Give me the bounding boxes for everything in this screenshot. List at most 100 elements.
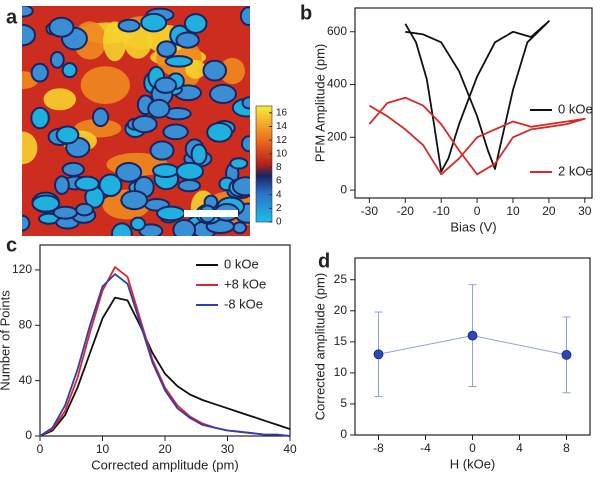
x-tick-label: 30 bbox=[221, 442, 235, 456]
domain bbox=[74, 175, 100, 192]
domain bbox=[22, 6, 34, 18]
panel-label: b bbox=[300, 2, 312, 24]
colorbar-tick-label: 8 bbox=[276, 162, 282, 173]
x-tick-label: 4 bbox=[516, 441, 523, 455]
point bbox=[561, 349, 572, 360]
x-tick-label: 10 bbox=[96, 442, 110, 456]
x-axis-title: Bias (V) bbox=[450, 219, 496, 234]
hot-patch bbox=[219, 57, 246, 85]
x-tick-label: 10 bbox=[506, 204, 520, 218]
domain bbox=[164, 55, 193, 68]
domain bbox=[232, 221, 248, 235]
y-tick-label: 40 bbox=[19, 373, 33, 387]
domain bbox=[183, 13, 208, 34]
domain bbox=[152, 163, 180, 179]
legend-label: 0 kOe bbox=[558, 101, 593, 116]
domain bbox=[115, 161, 143, 183]
y-tick-label: 5 bbox=[340, 396, 347, 410]
colorbar-tick-label: 0 bbox=[276, 217, 282, 228]
domain bbox=[190, 143, 208, 166]
colorbar-tick-label: 4 bbox=[276, 189, 282, 200]
legend-label: +8 kOe bbox=[224, 276, 266, 291]
y-axis-title: Number of Points bbox=[0, 290, 12, 391]
series-line bbox=[39, 266, 291, 437]
domain bbox=[48, 16, 75, 38]
domain bbox=[241, 96, 250, 110]
series-line bbox=[39, 273, 291, 437]
x-tick-label: 0 bbox=[37, 442, 44, 456]
domain bbox=[75, 202, 94, 217]
hot-patch bbox=[80, 66, 130, 105]
domain bbox=[117, 18, 141, 33]
series-line bbox=[368, 96, 586, 176]
panel-label: d bbox=[318, 250, 330, 272]
domain bbox=[54, 175, 70, 195]
domain bbox=[98, 173, 123, 198]
y-axis-title: Corrected amplitude (pm) bbox=[312, 273, 327, 420]
legend-label: 0 kOe bbox=[224, 256, 259, 271]
x-tick-label: 8 bbox=[563, 441, 570, 455]
domain bbox=[202, 59, 228, 82]
domain bbox=[22, 23, 37, 47]
x-tick-label: 40 bbox=[283, 442, 297, 456]
x-axis-title: H (kOe) bbox=[450, 456, 496, 471]
y-tick-label: 10 bbox=[334, 365, 348, 379]
plot-frame bbox=[354, 7, 593, 199]
y-tick-label: 0 bbox=[340, 182, 347, 196]
colorbar-tick-label: 14 bbox=[276, 121, 288, 132]
domain bbox=[156, 205, 186, 222]
domain bbox=[206, 121, 233, 143]
domain bbox=[22, 214, 31, 232]
plot-frame bbox=[39, 244, 291, 437]
amplitude-map bbox=[22, 6, 250, 236]
domain bbox=[61, 161, 85, 177]
domain bbox=[175, 161, 205, 181]
series-line bbox=[404, 20, 550, 173]
domain bbox=[162, 123, 189, 141]
colorbar-tick-label: 12 bbox=[276, 135, 288, 146]
hot-patch bbox=[22, 131, 38, 165]
panel-label: a bbox=[6, 6, 18, 28]
colorbar-tick-label: 10 bbox=[276, 148, 288, 159]
domain bbox=[239, 6, 250, 27]
domain bbox=[30, 106, 50, 130]
point bbox=[467, 330, 478, 341]
domain bbox=[61, 62, 78, 79]
scale-bar bbox=[184, 210, 238, 217]
legend-label: 2 kOe bbox=[558, 163, 593, 178]
y-tick-label: 0 bbox=[340, 427, 347, 441]
series-line bbox=[39, 296, 291, 437]
y-tick-label: 25 bbox=[334, 272, 348, 286]
domain bbox=[177, 179, 202, 193]
domain bbox=[110, 222, 133, 236]
x-tick-label: 30 bbox=[578, 204, 592, 218]
point bbox=[373, 349, 384, 360]
domain bbox=[130, 216, 146, 232]
colorbar-tick-label: 2 bbox=[276, 203, 282, 214]
domain bbox=[229, 157, 249, 170]
domain bbox=[52, 205, 79, 220]
x-tick-label: -4 bbox=[420, 441, 431, 455]
colorbar-tick-label: 16 bbox=[276, 107, 288, 118]
x-tick-label: -30 bbox=[361, 204, 379, 218]
domain bbox=[149, 140, 175, 161]
y-tick-label: 600 bbox=[327, 24, 347, 38]
panel-label: c bbox=[6, 234, 17, 256]
x-tick-label: -10 bbox=[433, 204, 451, 218]
domain bbox=[49, 50, 65, 69]
y-tick-label: 80 bbox=[19, 317, 33, 331]
domain bbox=[147, 98, 171, 119]
y-axis-title: PFM Amplitude (pm) bbox=[312, 44, 327, 162]
y-tick-label: 200 bbox=[327, 129, 347, 143]
domain bbox=[120, 189, 149, 211]
x-tick-label: 0 bbox=[469, 441, 476, 455]
y-tick-label: 15 bbox=[334, 334, 348, 348]
x-tick-label: 0 bbox=[474, 204, 481, 218]
y-tick-label: 20 bbox=[334, 303, 348, 317]
domain bbox=[175, 31, 200, 49]
x-tick-label: -20 bbox=[397, 204, 415, 218]
x-axis-title: Corrected amplitude (pm) bbox=[91, 457, 238, 472]
domain bbox=[209, 83, 237, 105]
domain bbox=[172, 219, 197, 236]
